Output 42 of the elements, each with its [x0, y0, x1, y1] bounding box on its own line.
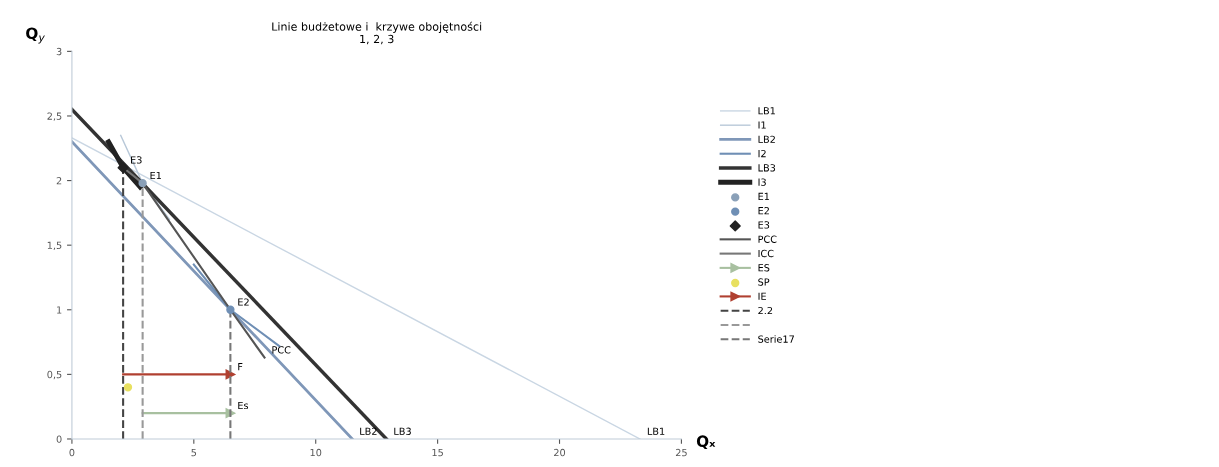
legend-label: PCC: [758, 235, 777, 243]
x-tick-label: 20: [554, 448, 566, 457]
legend-label: I1: [758, 121, 766, 129]
x-tick-label: 15: [432, 449, 443, 457]
x-tick-label: 5: [191, 449, 197, 457]
x-tick-label: 0: [69, 448, 75, 457]
x-tick-label: 10: [310, 448, 322, 457]
y-tick-label: 2: [56, 177, 62, 185]
legend-label: IE: [758, 292, 766, 300]
legend-label: LB1: [758, 107, 775, 115]
legend-label: I3: [758, 178, 766, 186]
y-tick-label: 3: [56, 47, 62, 56]
legend-label: SP: [758, 278, 770, 286]
chart-subtitle: 1, 2, 3: [360, 34, 394, 45]
chart-title: Linie budżetowe i krzywe obojętności: [272, 21, 482, 33]
legend-label: Serie17: [758, 335, 794, 343]
x-tick-label: 25: [675, 448, 687, 457]
annotation: E1: [150, 171, 161, 179]
annotation: PCC: [272, 346, 291, 354]
legend-label: E2: [758, 206, 769, 215]
y-tick-label: 1: [57, 306, 62, 314]
legend-label: 2.2: [758, 306, 773, 315]
annotation: Es: [238, 401, 249, 410]
y-axis-title: Q$_{y}$: [26, 27, 45, 44]
legend-label: LB2: [758, 135, 775, 143]
legend-label: E1: [758, 192, 770, 200]
annotation: F: [238, 363, 243, 371]
legend-label: I2: [758, 149, 766, 158]
annotation: E3: [131, 156, 142, 164]
annotation: LB2: [360, 427, 377, 435]
annotation: E2: [238, 298, 249, 306]
annotation: LB1: [647, 427, 665, 435]
legend-label: ES: [758, 264, 770, 272]
annotation: LB3: [394, 427, 411, 435]
x-axis-title: Qₓ: [696, 435, 716, 449]
y-tick-label: 1,5: [47, 241, 62, 250]
y-tick-label: 2,5: [47, 112, 62, 121]
legend-label: LB3: [758, 164, 776, 172]
legend-label: E3: [758, 221, 770, 229]
legend-label: ICC: [758, 249, 774, 258]
y-tick-label: 0: [56, 435, 62, 443]
y-tick-label: 0,5: [47, 370, 62, 380]
